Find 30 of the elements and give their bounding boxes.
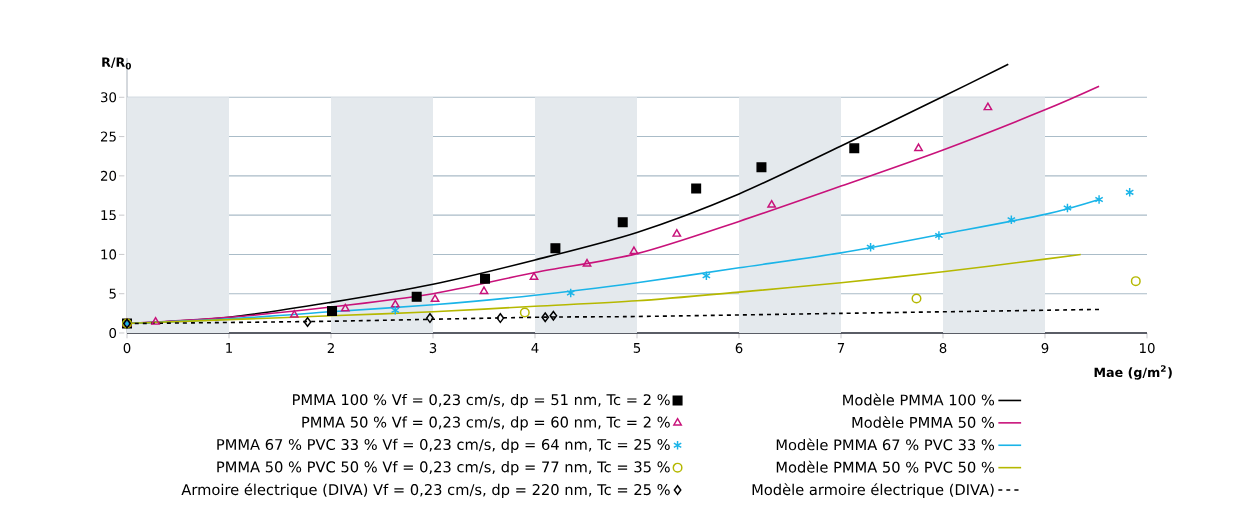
legend-label: PMMA 50 % PVC 50 % Vf = 0,23 cm/s, dp = 77 nm, Tc = 35 % [217,461,670,476]
x-tick-label: 5 [633,343,641,353]
y-tick-label: 30 [101,92,117,103]
x-tick-label: 0 [123,343,131,354]
x-tick-label: 8 [939,343,947,354]
x-axis-title: Mae (g/m$^{2}$) [1094,365,1172,380]
x-tick-label: 10 [1140,343,1155,354]
legend-label: Modèle PMMA 50 % [852,415,995,428]
legend-label: PMMA 50 % Vf = 0,23 cm/s, dp = 60 nm, Tc = 2 % [302,416,670,431]
legend-label: PMMA 100 % Vf = 0,23 cm/s, dp = 51 nm, Tc = 2 % [293,393,670,409]
y-tick-label: 10 [101,249,117,260]
y-tick-label: 20 [100,170,117,181]
y-tick-label: 0 [109,327,117,339]
legend-label: Armoire électrique (DIVA) Vf = 0,23 cm/s, dp = 220 nm, Tc = 25 % [181,483,670,498]
legend-label: Modèle PMMA 67 % PVC 33 % [776,438,995,451]
y-tick-label: 25 [100,131,116,142]
y-tick-label: 5 [109,288,116,299]
y-tick-label: 15 [101,210,116,221]
x-tick-label: 4 [531,343,539,353]
legend-label: PMMA 67 % PVC 33 % Vf = 0,23 cm/s, dp = 64 nm, Tc = 25 % [217,438,670,453]
x-tick-label: 6 [735,343,743,354]
legend-label: Modèle PMMA 100 % [843,393,995,406]
x-tick-label: 2 [327,343,334,353]
x-tick-label: 3 [429,343,437,354]
legend-label: Modèle PMMA 50 % PVC 50 % [776,460,995,473]
x-tick-label: 9 [1041,343,1049,354]
legend-label: Modèle armoire électrique (DIVA) [752,483,994,498]
x-tick-label: 1 [226,343,233,353]
y-axis-title: R/R$_{0}$ [102,57,131,70]
x-tick-label: 7 [837,343,845,353]
